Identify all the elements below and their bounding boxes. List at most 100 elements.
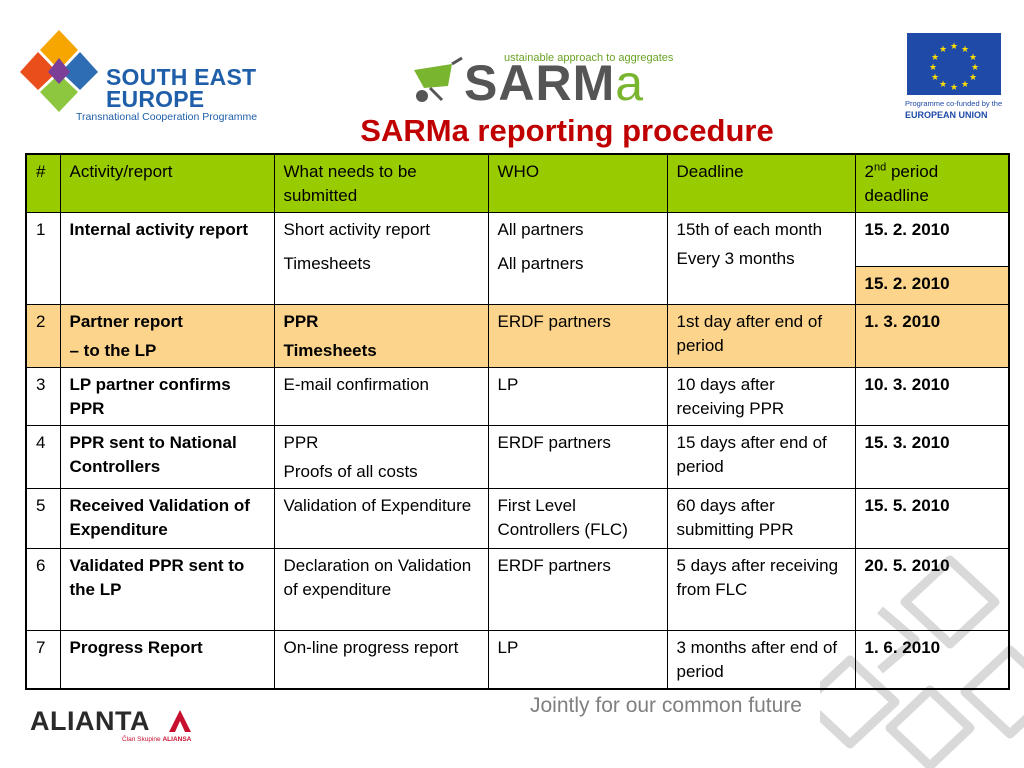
row2-what-item1: PPR [283,312,319,331]
svg-text:★: ★ [969,53,977,63]
row1-who-item2: All partners [497,254,584,273]
see-logo-line2: EUROPE [106,86,205,112]
see-flower-icon [20,30,98,112]
svg-text:★: ★ [969,73,977,83]
header-second-pre: 2 [864,162,874,181]
row6-number: 6 [25,548,61,631]
row5-second-deadline: 15. 5. 2010 [854,488,1010,549]
eu-caption-line1: Programme co-funded by the [905,99,1003,108]
svg-text:★: ★ [939,80,947,90]
row4-who: ERDF partners [487,425,668,489]
row2-activity-line1: Partner report [69,312,183,331]
row4-second-deadline: 15. 3. 2010 [854,425,1010,489]
eu-flag-icon: ★ ★★ ★★★ ★★★ ★★★ [907,33,1001,95]
svg-text:★: ★ [961,80,969,90]
svg-text:★: ★ [929,63,937,73]
header-second-period-deadline: 2nd period deadline [854,153,1010,213]
sarma-logo: ustainable approach to aggregates SARMa [408,46,673,110]
svg-text:★: ★ [931,73,939,83]
svg-text:★: ★ [961,45,969,55]
row3-second-deadline: 10. 3. 2010 [854,367,1010,426]
see-logo-line3: Transnational Cooperation Programme [76,111,258,123]
alianta-logo: ALIANTA Član Skupine ALIANSA [30,706,230,746]
row7-what: On-line progress report [273,630,489,690]
row7-activity: Progress Report [59,630,275,690]
row2-activity: Partner report – to the LP [59,304,275,368]
sarma-wordmark-main: SARM [464,55,616,111]
row4-what: PPR Proofs of all costs [273,425,489,489]
row1-deadline-item1: 15th of each month [676,220,823,239]
row2-who: ERDF partners [487,304,668,368]
header-what: What needs to be submitted [273,153,489,213]
sarma-tagline: ustainable approach to aggregates [504,52,674,64]
header-activity: Activity/report [59,153,275,213]
header-number: # [25,153,61,213]
row3-who: LP [487,367,668,426]
row2-deadline: 1st day after end of period [666,304,856,368]
row7-who: LP [487,630,668,690]
svg-text:★: ★ [939,45,947,55]
sarma-wordmark: SARMa [464,58,644,108]
page-title: SARMa reporting procedure [360,113,774,148]
row1-deadline-item2: Every 3 months [676,249,795,268]
row1-who-item1: All partners [497,220,584,239]
row7-second-deadline: 1. 6. 2010 [854,630,1010,690]
alianta-subline: Član Skupine ALIANSA [122,736,191,743]
row4-deadline: 15 days after end of period [666,425,856,489]
svg-text:★: ★ [971,63,979,73]
row2-what-item2: Timesheets [283,341,377,360]
row1-number: 1 [25,212,61,305]
south-east-europe-logo: SOUTH EAST EUROPE Transnational Cooperat… [18,28,268,124]
alianta-subline-pre: Član Skupine [122,736,163,743]
eu-logo: ★ ★ ★ ★ ★ ★ ★ ★ ★ ★ ★ ★ Programme co-funded by t… [905,33,1003,121]
row3-deadline: 10 days after receiving PPR [666,367,856,426]
footer-slogan: Jointly for our common future [530,694,802,717]
table-header-row: # Activity/report What needs to be submi… [25,153,1010,213]
row1-who: All partners All partners [487,212,668,305]
row5-deadline: 60 days after submitting PPR [666,488,856,549]
row4-what-item2: Proofs of all costs [283,462,418,481]
header-deadline: Deadline [666,153,856,213]
row6-activity: Validated PPR sent to the LP [59,548,275,631]
sarma-wordmark-tail: a [615,55,645,111]
row4-number: 4 [25,425,61,489]
alianta-wordmark: ALIANTA [30,706,150,736]
row5-number: 5 [25,488,61,549]
row6-second-deadline: 20. 5. 2010 [854,548,1010,631]
reporting-procedure-table: # Activity/report What needs to be submi… [25,153,1010,690]
see-logo-line1: SOUTH EAST [106,64,257,90]
table-row: 6 Validated PPR sent to the LP Declarati… [25,548,1010,631]
row4-what-item1: PPR [283,433,319,452]
wheelbarrow-icon [414,56,463,102]
header-second-sup: nd [873,161,887,174]
alianta-a-icon [169,710,191,732]
row3-what: E-mail confirmation [273,367,489,426]
eu-caption-line2: EUROPEAN UNION [905,110,988,120]
row6-what: Declaration on Validation of expenditure [273,548,489,631]
row1-what: Short activity report Timesheets [273,212,489,305]
row2-number: 2 [25,304,61,368]
row3-activity: LP partner confirms PPR [59,367,275,426]
row7-deadline: 3 months after end of period [666,630,856,690]
row5-what: Validation of Expenditure [273,488,489,549]
svg-text:★: ★ [950,83,958,93]
table-row: 3 LP partner confirms PPR E-mail confirm… [25,367,1010,426]
row1-what-item2: Timesheets [283,254,371,273]
table-row: 1 Internal activity report Short activit… [25,212,1010,305]
svg-text:★: ★ [950,42,958,52]
row1-deadline: 15th of each month Every 3 months [666,212,856,305]
row2-activity-line2: – to the LP [69,341,157,360]
row4-activity: PPR sent to National Controllers [59,425,275,489]
row5-who: First Level Controllers (FLC) [487,488,668,549]
row1-activity: Internal activity report [59,212,275,305]
header-second-post: period deadline [864,162,939,205]
row2-second-deadline: 1. 3. 2010 [854,304,1010,368]
row2-what: PPR Timesheets [273,304,489,368]
table-row: 2 Partner report – to the LP PPR Timeshe… [25,304,1010,368]
row1-second-deadline1: 15. 2. 2010 [854,212,1010,267]
svg-text:★: ★ [931,53,939,63]
row6-deadline: 5 days after receiving from FLC [666,548,856,631]
alianta-subline-bold: ALIANSA [162,736,192,743]
table-row: 5 Received Validation of Expenditure Val… [25,488,1010,549]
table-row: 4 PPR sent to National Controllers PPR P… [25,425,1010,489]
